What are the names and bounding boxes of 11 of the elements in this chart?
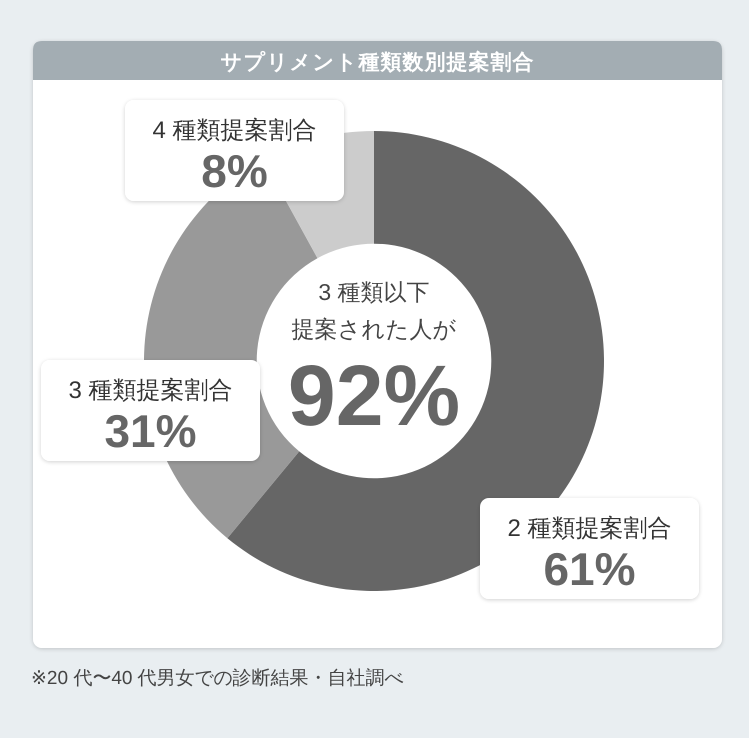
text: 92% (288, 348, 460, 444)
data-label: 61% (543, 543, 636, 595)
chart-title: サプリメント種類数別提案割合 (220, 50, 534, 74)
slice-label: 4 種類提案割合 (152, 117, 317, 144)
data-label: 8% (201, 145, 268, 197)
slice-label: 3 種類提案割合 (68, 377, 233, 404)
data-label: 31% (104, 405, 197, 457)
text: 提案された人が (292, 316, 456, 342)
text: 3 種類以下 (318, 279, 430, 305)
slice-label: 2 種類提案割合 (507, 515, 672, 542)
text: ※20 代〜40 代男女での診断結果・自社調べ (31, 668, 404, 689)
